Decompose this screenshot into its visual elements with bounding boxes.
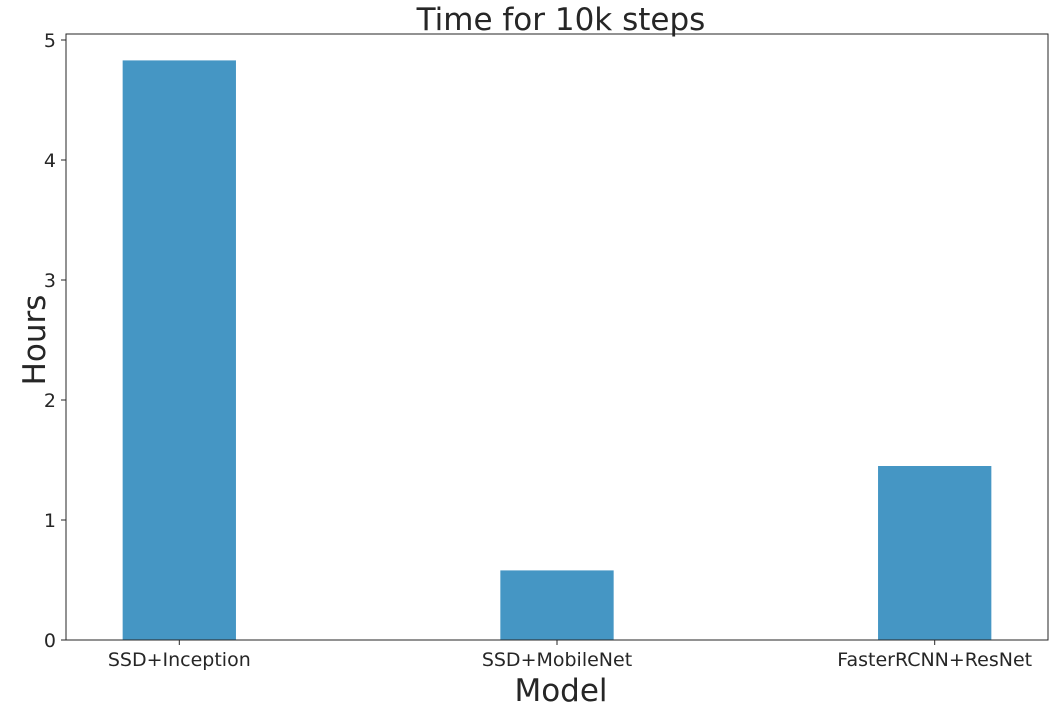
y-tick-label: 1 bbox=[44, 510, 56, 532]
x-tick-label: SSD+Inception bbox=[108, 649, 251, 671]
bar-ssd-mobilenet bbox=[500, 570, 614, 640]
y-axis-label: Hours bbox=[17, 295, 53, 386]
plot-frame bbox=[65, 33, 1049, 641]
y-tick-label: 5 bbox=[44, 30, 56, 52]
chart-title: Time for 10k steps bbox=[416, 2, 706, 38]
y-tick-label: 0 bbox=[44, 630, 56, 652]
y-tick-label: 3 bbox=[44, 270, 56, 292]
x-ticks-group: SSD+Inception SSD+MobileNet FasterRCNN+Res… bbox=[108, 640, 1032, 671]
y-tick-label: 4 bbox=[44, 150, 56, 172]
y-tick-label: 2 bbox=[44, 390, 56, 412]
bar-fasterrcnn-resnet bbox=[878, 466, 992, 640]
bar-ssd-inception bbox=[122, 60, 236, 640]
y-ticks-group: 0 1 2 3 4 5 bbox=[44, 30, 66, 652]
x-tick-label: FasterRCNN+ResNet bbox=[837, 649, 1032, 671]
x-axis-label: Model bbox=[514, 673, 607, 709]
bars-group bbox=[122, 60, 992, 640]
x-tick-label: SSD+MobileNet bbox=[482, 649, 632, 671]
